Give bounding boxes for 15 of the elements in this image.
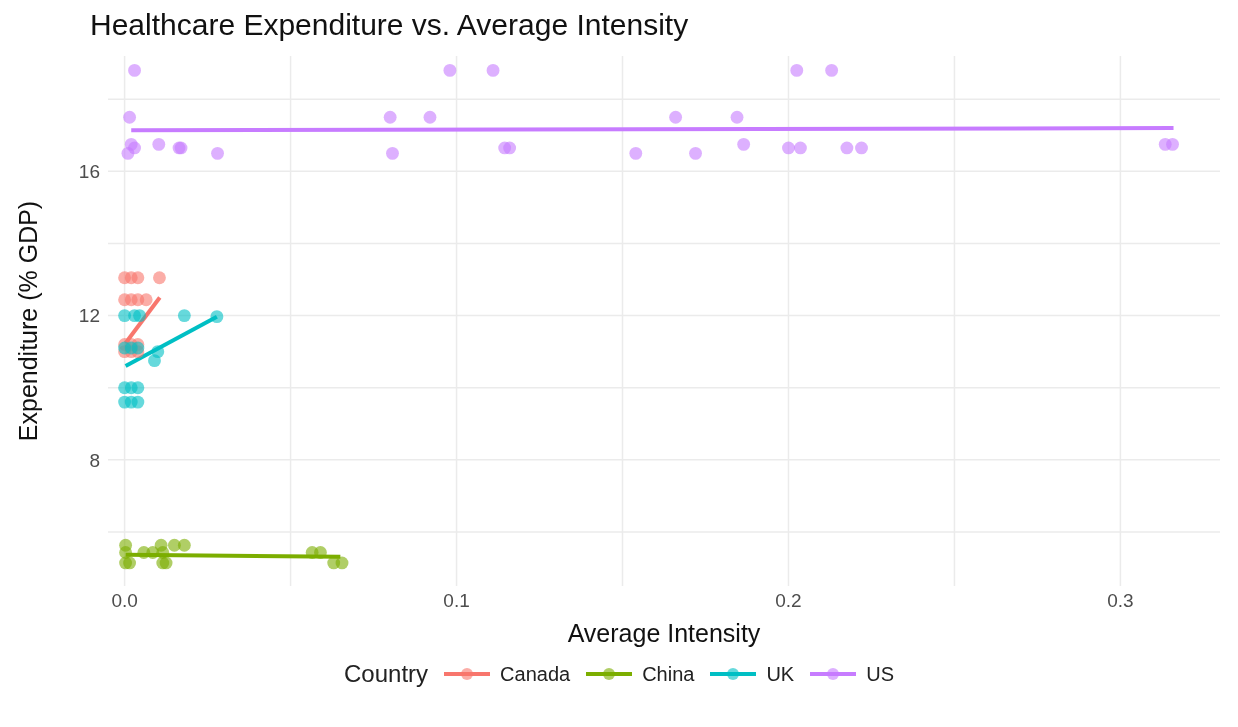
x-tick-label: 0.2 xyxy=(775,590,802,612)
legend-label: US xyxy=(865,662,894,686)
legend-title: Country xyxy=(344,660,429,688)
legend-label: China xyxy=(641,662,695,686)
chart-title: Healthcare Expenditure vs. Average Intensity xyxy=(90,8,690,43)
x-tick-label: 0.1 xyxy=(443,590,470,612)
y-tick-label: 12 xyxy=(78,305,100,327)
legend-label: UK xyxy=(765,662,795,686)
x-axis-title: Average Intensity xyxy=(567,619,761,647)
x-tick-label: 0.3 xyxy=(1107,590,1134,612)
y-tick-label: 16 xyxy=(78,161,100,183)
y-tick-label: 8 xyxy=(89,449,100,471)
y-axis-title: Expenditure (% GDP) xyxy=(13,200,42,442)
x-tick-label: 0.0 xyxy=(111,590,138,612)
legend-label: Canada xyxy=(499,662,571,686)
